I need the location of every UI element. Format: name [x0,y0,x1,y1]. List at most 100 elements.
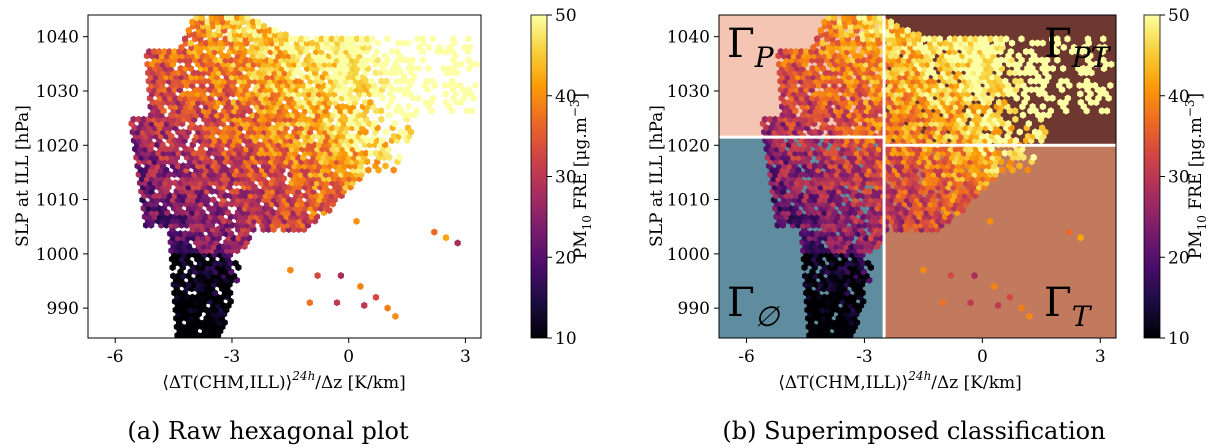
hexbin-cell [842,196,849,204]
hexbin-cell [357,282,364,290]
hexbin-cell [170,272,177,280]
hexbin-cell [887,18,894,26]
hexbin-cell [461,43,468,51]
hexbin-cell [193,15,200,22]
hexbin-cell [1006,149,1014,157]
hexbin-cell [293,35,300,43]
hexbin-cell [441,81,449,90]
y-tick-label: 1040 [667,28,710,48]
hexbin-cell [333,299,341,307]
hexbin-cell [1076,81,1083,90]
hexbin-cell [910,31,917,39]
hexbin-cell [1098,107,1105,115]
hexbin-cell [371,120,378,128]
hexbin-cell [339,103,346,111]
hexbin-cell [1058,77,1065,85]
hexbin-cell [378,77,385,85]
x-tick-label: -6 [738,347,755,367]
hexbin-cell [397,128,404,136]
hexbin-cell [850,39,857,47]
hexbin-cell [390,166,397,174]
colorbar-tick-label: 40 [555,87,577,107]
hexbin-cell [846,15,853,22]
hexbin-cell [939,299,947,307]
hexbin-cell [382,162,389,170]
hexbin-cell [166,48,173,56]
hexbin-cell [1026,312,1033,320]
hexbin-cell [372,293,380,301]
hexbin-cell [288,35,295,43]
hexbin-cell [171,48,178,56]
hexbin-cell [1017,77,1024,85]
hexbin-cell [989,43,996,51]
region-label-top-left: ΓP [727,21,775,74]
y-tick-label: 1020 [667,136,710,156]
x-tick-label: 0 [977,347,988,367]
hexbin-cell [463,107,471,115]
hexbin-cell [1108,60,1115,68]
hexbin-cell [198,15,205,22]
hexbin-cell [841,15,848,22]
hexbin-cell [1039,39,1046,47]
hexbin-cell [180,128,187,136]
hexbin-cell [399,86,406,94]
hexbin-cell [1063,77,1070,85]
hexbin-cell [353,217,360,225]
hexbin-cell [466,43,473,51]
hexbin-cell [364,56,371,64]
hexbin-cell [419,56,427,64]
hexbin-cell [821,293,828,301]
hexbin-cell [992,35,1000,43]
hexbin-cell [369,35,376,43]
hexbin-cell [1077,90,1084,98]
hexbin-cell [144,60,151,68]
hexbin-cell [1084,35,1092,43]
hexbin-cell [904,26,911,34]
hexbin-cell [1091,81,1099,90]
hexbin-cell [1054,56,1061,64]
hexbin-cell [385,111,393,119]
hexbin-cell [415,94,422,102]
hexbin-cell [1016,162,1023,170]
hexbin-cell [440,64,447,73]
hexbin-cell [429,35,437,43]
hexbin-cell [1107,81,1114,90]
hexbin-layer-b [759,15,1115,338]
hexbin-cell [393,48,401,56]
hexbin-cell [381,52,388,60]
hexbin-cell [1064,35,1071,43]
hexbin-cell [226,31,234,39]
colorbar-tick-label: 20 [555,248,577,268]
region-label-top-right: ΓPT [1044,21,1112,74]
hexbin-cell [185,26,192,34]
hexbin-cell [809,64,816,73]
hexbin-cell [1029,103,1036,111]
hexbin-cell [1064,94,1071,102]
y-axis-label-b: SLP at ILL [hPa] [647,105,667,247]
hexbin-cell [1001,98,1008,106]
hexbin-cell [326,206,333,214]
hexbin-cell [1001,149,1008,157]
hexbin-cell [1027,77,1034,85]
hexbin-cell [241,26,248,34]
hexbin-cell [1039,124,1046,132]
hexbin-cell [343,35,351,43]
hexbin-cell [843,31,851,39]
hexbin-cell [962,35,969,43]
hexbin-cell [1024,166,1031,174]
hexbin-cell [973,103,980,111]
hexbin-cell [189,18,196,26]
hexbin-cell [425,64,432,73]
hexbin-cell [977,35,984,43]
hexbin-cell [450,35,457,43]
hexbin-cell [394,86,401,94]
colorbar-label-b: PM10 FRE [μg.m−3] [1183,93,1209,259]
hexbin-cell [210,196,217,204]
hexbin-cell [967,35,974,43]
hexbin-cell [856,15,863,22]
hexbin-cell [1047,107,1054,115]
hexbin-cell [409,56,416,64]
hexbin-cell [1100,35,1107,43]
